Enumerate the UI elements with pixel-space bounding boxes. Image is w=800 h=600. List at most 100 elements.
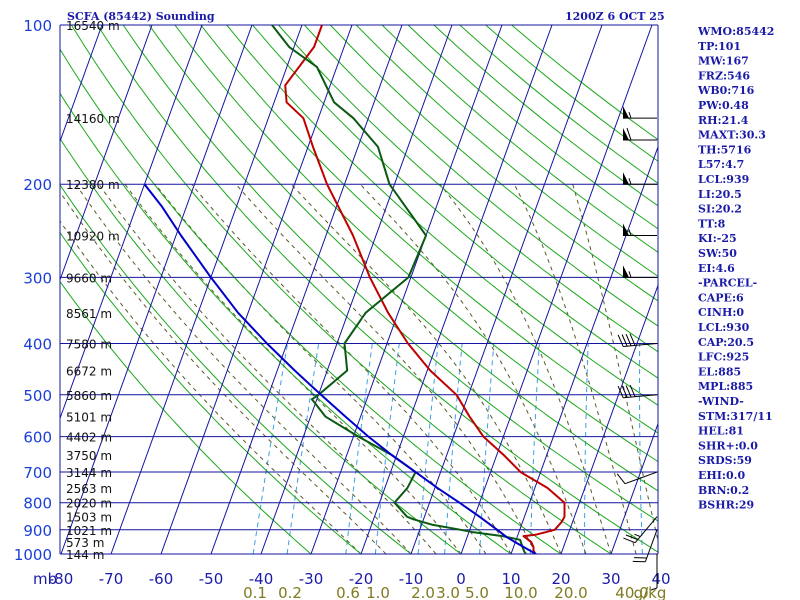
temperature-tick-label: 40 <box>651 570 670 588</box>
moist-adiabat-line <box>191 183 512 554</box>
isotherm-line <box>160 25 353 554</box>
index-entry: LFC:925 <box>698 351 749 364</box>
index-entry: PW:0.48 <box>698 99 749 112</box>
isotherm-line <box>60 25 153 282</box>
index-entry: -WIND- <box>698 395 744 408</box>
index-entry: SI:20.2 <box>698 203 742 216</box>
temperature-tick-label: 30 <box>601 570 620 588</box>
index-entry: L57:4.7 <box>698 158 744 171</box>
moist-adiabat-line <box>290 183 562 554</box>
isotherm-line <box>0 25 2 554</box>
height-label: 8561 m <box>66 307 112 321</box>
index-entry: RH:21.4 <box>698 114 749 127</box>
mixing-ratio-tick-label: 0.2 <box>278 584 302 600</box>
index-entry: EI:4.6 <box>698 262 735 275</box>
height-label: 1021 m <box>66 524 112 538</box>
moist-adiabat-line <box>124 183 462 554</box>
wind-barbs <box>616 106 658 591</box>
pressure-tick-label: 700 <box>23 464 52 482</box>
mixing-ratio-line <box>286 343 320 554</box>
mixing-ratio-tick-label: 10.0 <box>504 584 537 600</box>
isotherm-line <box>260 25 453 554</box>
index-entry: CAP:20.5 <box>698 336 754 349</box>
height-label: 12380 m <box>66 178 120 192</box>
parcel-path <box>143 183 537 554</box>
sounding-profiles <box>143 25 566 554</box>
moist-adiabat-line <box>75 183 412 554</box>
index-entry: CINH:0 <box>698 306 744 319</box>
pressure-tick-label: 200 <box>23 176 52 194</box>
index-entry: TH:5716 <box>698 143 752 156</box>
dry-adiabat-line <box>304 25 658 327</box>
temperature-tick-label: 0 <box>456 570 466 588</box>
index-entry: WB0:716 <box>697 84 755 97</box>
isotherm-line <box>310 25 503 554</box>
wind-barb <box>650 554 658 591</box>
isotherm-line <box>110 25 303 554</box>
isotherm-line <box>360 25 553 554</box>
temperature-tick-label: -10 <box>399 570 424 588</box>
pressure-tick-label: 1000 <box>14 546 52 564</box>
pressure-tick-label: 400 <box>23 335 52 353</box>
dry-adiabat-line <box>252 25 658 379</box>
temperature-tick-label: -60 <box>149 570 174 588</box>
height-labels: 16540 m 14160 m 12380 m 10920 m 9660 m 8561 m… <box>66 19 120 562</box>
index-entry: WMO:85442 <box>697 25 774 38</box>
height-label: 9660 m <box>66 271 112 285</box>
dry-adiabat-line <box>60 92 512 554</box>
isotherms <box>0 25 800 554</box>
isotherm-line <box>761 25 800 554</box>
height-label: 2563 m <box>66 482 112 496</box>
isotherm-line <box>410 25 603 554</box>
pressure-tick-label: 900 <box>23 522 52 540</box>
mixing-ratio-line <box>639 343 643 554</box>
height-label: 16540 m <box>66 19 120 33</box>
temperature-tick-label: -20 <box>349 570 374 588</box>
mixing-ratio-line <box>584 343 589 554</box>
temperature-tick-label: -30 <box>299 570 324 588</box>
moist-adiabat-line <box>359 183 587 554</box>
temperature-tick-label: -40 <box>249 570 274 588</box>
index-entry: KI:-25 <box>698 232 737 245</box>
pressure-tick-label: 100 <box>23 17 52 35</box>
isotherm-line <box>210 25 403 554</box>
index-entry: MW:167 <box>698 55 749 68</box>
index-entry: FRZ:546 <box>698 69 750 82</box>
dry-adiabat-line <box>70 25 612 554</box>
mixing-ratio-tick-label: 5.0 <box>465 584 489 600</box>
pressure-tick-label: 500 <box>23 387 52 405</box>
height-label: 4402 m <box>66 431 112 445</box>
index-entry: LCL:939 <box>698 173 749 186</box>
wind-barb <box>623 223 657 237</box>
moist-adiabats <box>60 183 658 554</box>
dry-adiabat-line <box>60 48 562 554</box>
chart-time: 1200Z 6 OCT 25 <box>565 10 665 23</box>
dry-adiabat-line <box>148 25 658 492</box>
wind-barb <box>617 384 658 399</box>
mixing-ratio-unit-label: g/kg <box>634 584 667 600</box>
wind-barb <box>623 172 657 185</box>
index-entry: TT:8 <box>698 217 726 230</box>
temperature-tick-label: -50 <box>199 570 224 588</box>
height-label: 3750 m <box>66 449 112 463</box>
wind-barb <box>623 516 658 544</box>
mixing-ratio-tick-label: 3.0 <box>436 584 460 600</box>
index-entry: BRN:0.2 <box>698 484 749 497</box>
temperature-profile <box>284 25 566 554</box>
dry-adiabat-line <box>226 25 658 406</box>
moist-adiabat-line <box>513 183 637 554</box>
dry-adiabat-line <box>355 25 658 277</box>
moist-adiabat-line <box>572 184 658 544</box>
pressure-tick-label: 800 <box>23 495 52 513</box>
mixing-ratio-tick-labels: 0.1 0.2 0.6 1.0 2.0 3.0 5.0 10.0 20.0 40.0g/kg <box>243 584 666 600</box>
index-entry: SW:50 <box>698 247 737 260</box>
height-label: 10920 m <box>66 230 120 244</box>
index-entry: HEL:81 <box>698 425 744 438</box>
wind-barb <box>623 265 657 278</box>
height-label: 573 m <box>66 536 104 550</box>
temperature-tick-label: -70 <box>99 570 124 588</box>
pressure-tick-label: 600 <box>23 429 52 447</box>
isotherm-line <box>60 25 103 143</box>
dry-adiabat-line <box>485 25 658 162</box>
